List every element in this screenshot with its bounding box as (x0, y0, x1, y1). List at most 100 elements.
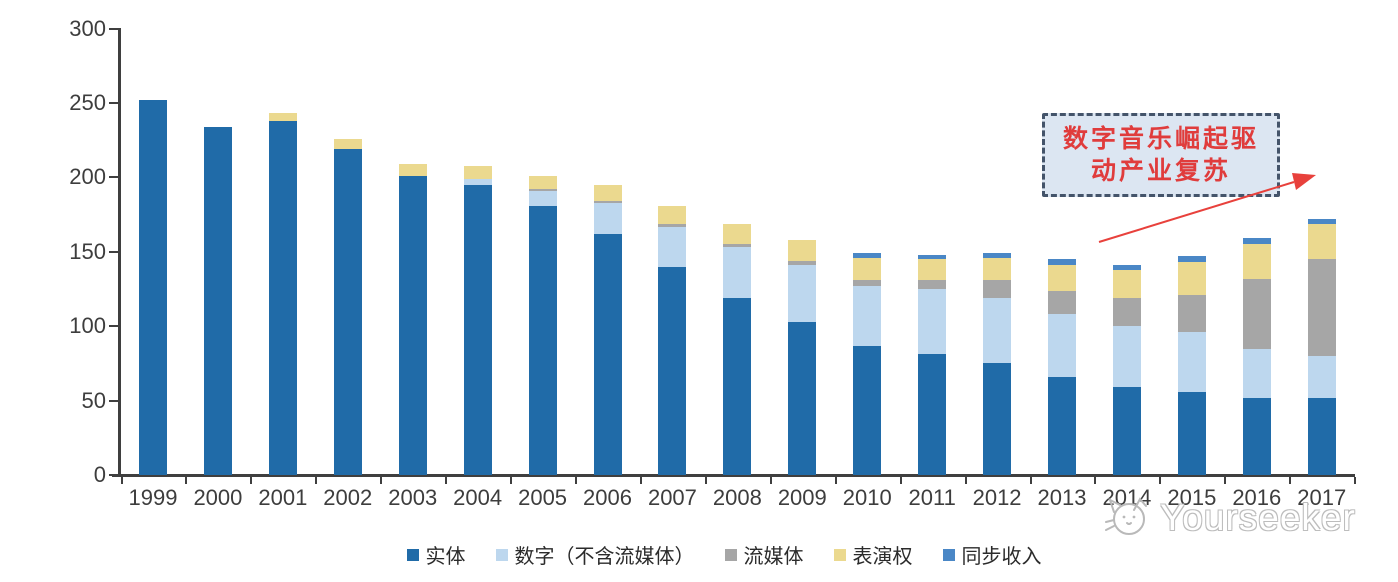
bar-segment-2007 (658, 266, 687, 475)
bar-segment-2012 (983, 297, 1012, 364)
bar-segment-2006 (593, 202, 622, 234)
x-axis-tick (1029, 477, 1032, 484)
bar-segment-2012 (983, 253, 1012, 258)
x-axis-tick (445, 477, 448, 484)
legend-swatch-icon (833, 548, 846, 561)
x-axis-tick (250, 477, 253, 484)
x-axis-tick (185, 477, 188, 484)
bar-segment-2013 (1048, 265, 1077, 291)
bar-segment-2005 (528, 190, 557, 206)
x-axis-label-2002: 2002 (323, 485, 373, 510)
bar-segment-2011 (918, 280, 947, 290)
y-axis-tick-label: 100 (69, 313, 106, 339)
x-axis-label-2003: 2003 (388, 485, 438, 510)
bar-segment-2013 (1048, 259, 1077, 266)
y-axis-tick (109, 27, 118, 30)
y-axis-tick (109, 250, 118, 253)
bar-segment-2011 (918, 289, 947, 355)
x-axis-tick (1224, 477, 1227, 484)
bar-segment-2017 (1307, 259, 1336, 356)
y-axis-tick-label: 300 (69, 15, 106, 41)
y-axis-line (118, 28, 121, 476)
legend-label: 流媒体 (743, 546, 804, 568)
x-axis-tick (575, 477, 578, 484)
bar-segment-2017 (1307, 223, 1336, 260)
y-axis-tick-label: 150 (69, 238, 106, 264)
legend-swatch-icon (942, 548, 955, 561)
x-axis-label-2007: 2007 (647, 485, 697, 510)
bar-segment-2010 (853, 345, 882, 475)
bar-segment-2008 (723, 244, 752, 248)
y-axis-tick-label: 50 (81, 387, 106, 413)
x-axis-tick (1094, 477, 1097, 484)
x-axis-tick (964, 477, 967, 484)
bar-segment-2016 (1242, 397, 1271, 475)
bar-segment-2006 (593, 233, 622, 475)
bar-segment-2000 (203, 126, 232, 475)
legend-label: 实体 (425, 546, 466, 568)
bar-segment-2011 (918, 354, 947, 475)
x-axis-label-2008: 2008 (712, 485, 762, 510)
legend-label: 数字（不含流媒体） (514, 546, 695, 568)
y-axis-tick (109, 176, 118, 179)
bar-segment-2015 (1177, 332, 1206, 392)
bar-segment-2017 (1307, 219, 1336, 224)
bar-segment-2015 (1177, 256, 1206, 263)
legend-swatch-icon (724, 548, 737, 561)
x-axis-label-2017: 2017 (1297, 485, 1347, 510)
bar-segment-2005 (528, 205, 557, 475)
bar-segment-2008 (723, 223, 752, 245)
legend-swatch-icon (406, 548, 419, 561)
x-axis-tick (704, 477, 707, 484)
bar-segment-2017 (1307, 397, 1336, 475)
legend-label: 同步收入 (961, 546, 1042, 568)
x-axis-label-2016: 2016 (1232, 485, 1282, 510)
x-axis-tick (315, 477, 318, 484)
x-axis-label-2011: 2011 (908, 485, 956, 510)
bar-segment-2012 (983, 280, 1012, 298)
legend-swatch-icon (495, 548, 508, 561)
bar-segment-2003 (398, 175, 427, 475)
legend-item: 流媒体 (724, 540, 804, 569)
x-axis-label-2006: 2006 (583, 485, 632, 510)
bar-segment-2004 (463, 178, 492, 185)
bar-segment-2008 (723, 247, 752, 298)
bar-segment-2001 (268, 120, 297, 475)
x-axis-tick (510, 477, 513, 484)
x-axis-tick (120, 477, 123, 484)
bar-segment-2002 (333, 149, 362, 475)
bar-segment-1999 (139, 100, 167, 475)
bar-segment-2014 (1112, 269, 1141, 298)
y-axis-tick (109, 399, 118, 402)
bar-segment-2010 (853, 253, 882, 258)
bar-segment-2014 (1112, 265, 1141, 270)
y-axis-tick (109, 102, 118, 105)
bar-segment-2009 (788, 260, 817, 266)
bar-segment-2007 (658, 226, 687, 267)
bar-segment-2012 (983, 363, 1012, 475)
legend-item: 同步收入 (942, 540, 1042, 569)
annotation-text-line2: 动产业复苏 (1090, 157, 1231, 185)
bar-segment-2017 (1307, 355, 1336, 398)
bar-segment-2016 (1242, 348, 1271, 398)
bar-segment-2010 (853, 280, 882, 287)
bar-segment-2009 (788, 265, 817, 322)
bar-segment-2001 (268, 113, 297, 121)
x-axis-tick (1289, 477, 1292, 484)
bar-segment-2009 (788, 321, 817, 475)
bar-segment-2010 (853, 257, 882, 281)
chart-legend: 实体 数字（不含流媒体） 流媒体 表演权 同步收入 (0, 540, 1398, 569)
bar-segment-2013 (1048, 376, 1077, 475)
x-axis-tick (380, 477, 383, 484)
bar-segment-2008 (723, 297, 752, 475)
x-axis-label-2001: 2001 (258, 485, 308, 510)
bar-segment-2009 (788, 239, 817, 261)
y-axis-tick (109, 474, 118, 476)
legend-item: 表演权 (833, 540, 913, 569)
bar-segment-2002 (333, 138, 362, 150)
x-axis-tick (1159, 477, 1162, 484)
bar-segment-2007 (658, 223, 687, 227)
x-axis-tick (899, 477, 902, 484)
bar-segment-2015 (1177, 294, 1206, 333)
